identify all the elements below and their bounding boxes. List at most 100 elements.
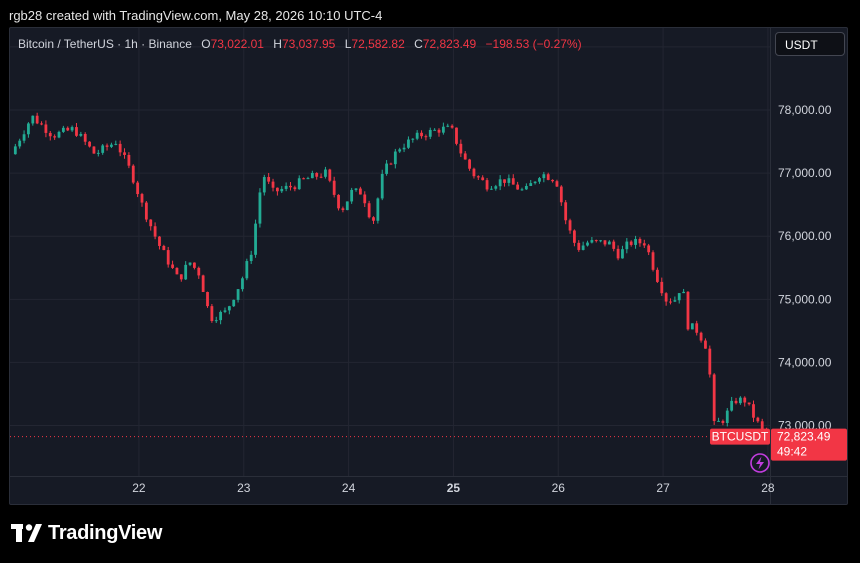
candle-body — [214, 320, 218, 322]
candle-body — [227, 306, 231, 311]
candle-down — [485, 177, 489, 192]
candle-body — [498, 179, 502, 187]
candle-up — [232, 299, 236, 307]
candle-body — [686, 291, 690, 330]
chart-panel[interactable]: 73,000.00 74,000.00 75,000.00 76,000.00 77,0… — [9, 27, 848, 505]
candle-body — [546, 174, 550, 180]
candle-up — [184, 261, 188, 280]
candle-down — [105, 143, 109, 151]
candle-up — [101, 144, 105, 155]
candle-down — [127, 152, 131, 169]
candle-down — [638, 237, 642, 247]
candle-down — [695, 320, 699, 336]
candle-down — [420, 130, 423, 139]
candle-body — [459, 143, 463, 154]
candle-down — [559, 185, 563, 206]
candle-body — [603, 240, 607, 245]
candle-up — [507, 174, 511, 187]
candle-body — [341, 208, 345, 211]
candle-body — [48, 132, 52, 137]
candle-up — [280, 186, 284, 193]
candle-body — [738, 397, 742, 404]
candle-body — [306, 178, 310, 180]
candle-up — [625, 238, 629, 254]
candle-down — [271, 178, 275, 192]
candle-down — [267, 172, 271, 185]
candle-down — [201, 274, 205, 293]
candle-up — [18, 138, 22, 149]
x-tick-label: 28 — [761, 481, 775, 495]
candle-down — [594, 239, 598, 243]
candle-down — [166, 246, 170, 268]
candle-up — [393, 148, 397, 169]
tradingview-logo[interactable]: TradingView — [11, 521, 162, 545]
candle-down — [669, 298, 672, 305]
open-value: 73,022.01 — [210, 37, 264, 51]
candle-body — [490, 188, 493, 190]
candle-body — [101, 145, 105, 153]
candle-up — [236, 289, 240, 303]
candle-down — [48, 130, 52, 141]
candle-down — [75, 122, 78, 137]
candle-up — [306, 176, 310, 180]
candle-down — [603, 240, 607, 247]
candle-body — [533, 181, 537, 184]
candle-up — [350, 187, 354, 204]
candle-up — [407, 136, 410, 149]
candle-body — [747, 402, 751, 405]
close-letter: C — [414, 37, 423, 51]
price-axis-tag-countdown: 49:42 — [777, 445, 807, 459]
currency-button[interactable]: USDT — [775, 32, 845, 56]
candles — [13, 112, 768, 441]
candle-down — [616, 245, 620, 261]
candle-body — [704, 340, 707, 349]
candle-down — [647, 243, 651, 256]
candle-down — [472, 167, 476, 179]
candle-down — [40, 121, 43, 126]
candle-up — [586, 240, 589, 247]
candle-body — [241, 278, 244, 290]
candle-body — [621, 249, 624, 259]
x-tick-label: 22 — [132, 481, 146, 495]
candle-body — [721, 420, 725, 424]
candle-body — [607, 241, 611, 245]
lightning-alert-icon[interactable] — [750, 453, 770, 473]
candle-down — [275, 187, 279, 196]
candle-body — [319, 176, 323, 178]
candle-down — [721, 419, 725, 426]
candle-down — [503, 179, 506, 187]
candle-body — [411, 138, 415, 140]
candle-body — [75, 127, 78, 136]
candle-body — [223, 310, 227, 312]
candle-body — [542, 174, 546, 179]
candle-down — [555, 179, 559, 187]
candle-body — [625, 241, 629, 250]
candle-body — [629, 241, 633, 245]
candle-body — [328, 169, 332, 181]
candle-body — [760, 421, 764, 430]
candle-body — [184, 264, 188, 280]
high-letter: H — [273, 37, 282, 51]
candle-body — [271, 181, 275, 188]
candle-body — [79, 133, 83, 136]
candle-body — [647, 245, 651, 253]
candle-body — [166, 250, 170, 265]
candle-body — [389, 163, 393, 165]
candle-up — [310, 170, 314, 179]
candle-up — [725, 408, 729, 427]
candle-down — [367, 200, 371, 219]
candle-down — [328, 168, 332, 183]
candle-body — [57, 131, 61, 138]
candle-body — [677, 293, 681, 301]
candle-body — [136, 182, 140, 195]
candlestick-chart[interactable]: 73,000.0074,000.0075,000.0076,000.0077,0… — [10, 28, 847, 504]
candle-body — [476, 176, 480, 178]
y-tick-label: 76,000.00 — [778, 229, 832, 243]
candle-body — [581, 245, 585, 250]
candle-body — [507, 178, 511, 183]
candle-up — [524, 183, 528, 190]
candle-body — [577, 242, 581, 250]
candle-body — [524, 185, 528, 190]
candle-body — [433, 129, 437, 131]
x-tick-label: 23 — [237, 481, 251, 495]
